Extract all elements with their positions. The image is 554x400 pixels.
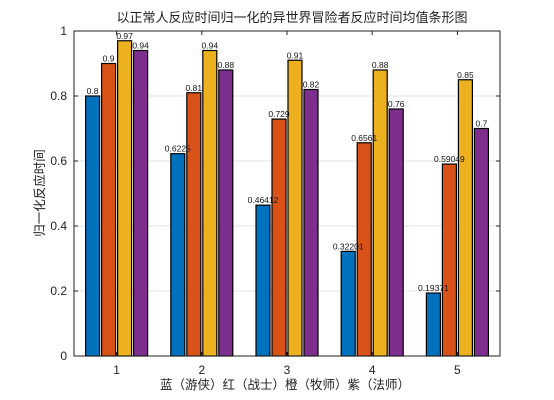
data-label: 0.97 bbox=[116, 31, 133, 41]
data-label: 0.85 bbox=[457, 70, 474, 80]
x-axis-label: 蓝（游侠）红（战士）橙（牧师）紫（法师） bbox=[160, 377, 410, 392]
data-label: 0.81 bbox=[186, 83, 203, 93]
data-label: 0.94 bbox=[202, 41, 219, 51]
y-tick-label: 0.4 bbox=[50, 219, 67, 233]
x-axis-ticks: 1 2 3 4 5 bbox=[113, 31, 461, 377]
bar bbox=[170, 153, 186, 357]
bar bbox=[218, 69, 234, 357]
data-label: 0.32201 bbox=[333, 241, 364, 251]
bar bbox=[116, 40, 133, 357]
bar bbox=[271, 118, 287, 357]
bar bbox=[388, 108, 404, 357]
bar bbox=[425, 292, 441, 357]
data-label: 0.6561 bbox=[351, 133, 377, 143]
data-label: 0.46412 bbox=[248, 195, 279, 205]
data-label: 0.91 bbox=[287, 50, 304, 60]
data-label: 0.729 bbox=[268, 109, 290, 119]
bar bbox=[372, 69, 388, 357]
chart-title: 以正常人反应时间归一化的异世界冒险者反应时间均值条形图 bbox=[116, 10, 467, 26]
bar bbox=[84, 95, 101, 357]
bar bbox=[133, 49, 149, 357]
bar bbox=[457, 79, 473, 357]
bar bbox=[255, 204, 271, 357]
bars bbox=[84, 40, 489, 357]
data-label: 0.82 bbox=[303, 80, 320, 90]
data-label: 0.6225 bbox=[165, 144, 191, 154]
data-label: 0.94 bbox=[132, 41, 149, 51]
data-label: 0.9 bbox=[103, 54, 115, 64]
y-tick-label: 0 bbox=[60, 349, 67, 363]
y-axis-label: 归一化反应时间 bbox=[32, 149, 47, 237]
x-tick-label: 2 bbox=[198, 363, 205, 377]
bar bbox=[100, 62, 117, 357]
bar bbox=[473, 127, 489, 357]
bar bbox=[303, 88, 319, 357]
bar bbox=[287, 59, 303, 357]
data-label: 0.59049 bbox=[434, 154, 465, 164]
y-tick-label: 0.8 bbox=[50, 89, 67, 103]
x-tick-label: 4 bbox=[369, 363, 376, 377]
y-tick-label: 0.6 bbox=[50, 154, 67, 168]
data-label: 0.76 bbox=[388, 99, 405, 109]
y-tick-label: 1 bbox=[60, 24, 67, 38]
bar bbox=[186, 92, 202, 357]
y-tick-label: 0.2 bbox=[50, 284, 67, 298]
x-tick-label: 5 bbox=[454, 363, 461, 377]
data-label: 0.19371 bbox=[418, 283, 449, 293]
bar bbox=[202, 49, 218, 357]
y-axis-ticks: 00.20.40.60.81 bbox=[50, 24, 500, 363]
x-tick-label: 3 bbox=[284, 363, 291, 377]
bar bbox=[441, 163, 457, 357]
data-label: 0.88 bbox=[372, 60, 389, 70]
data-labels: 0.80.90.970.940.62250.810.940.880.464120… bbox=[87, 31, 488, 293]
bar bbox=[340, 250, 356, 357]
data-label: 0.88 bbox=[218, 60, 235, 70]
data-label: 0.7 bbox=[475, 119, 487, 129]
data-label: 0.8 bbox=[87, 86, 99, 96]
x-tick-label: 1 bbox=[113, 363, 120, 377]
